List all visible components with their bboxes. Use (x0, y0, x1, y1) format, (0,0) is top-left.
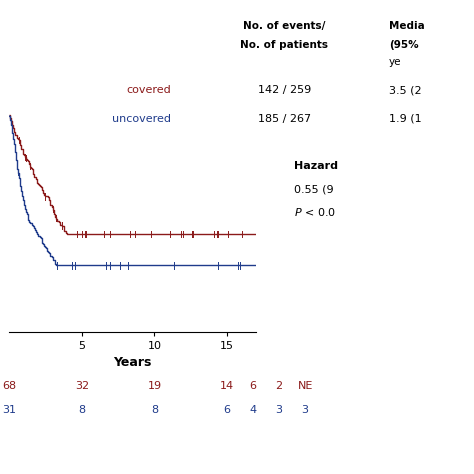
Text: 31: 31 (2, 405, 17, 415)
Text: 32: 32 (75, 381, 89, 392)
Text: 3: 3 (275, 405, 283, 415)
Text: $P$ < 0.0: $P$ < 0.0 (294, 206, 336, 218)
Text: uncovered: uncovered (112, 114, 171, 124)
Text: 185 / 267: 185 / 267 (258, 114, 311, 124)
Text: 0.55 (9: 0.55 (9 (294, 185, 334, 195)
Text: 3: 3 (301, 405, 309, 415)
Text: covered: covered (126, 85, 171, 95)
Text: 6: 6 (249, 381, 256, 392)
Text: Hazard: Hazard (294, 161, 338, 171)
Text: 4: 4 (249, 405, 256, 415)
Text: 6: 6 (223, 405, 230, 415)
Text: Media: Media (389, 21, 424, 31)
Text: 68: 68 (2, 381, 17, 392)
Text: 1.9 (1: 1.9 (1 (389, 114, 421, 124)
Text: 14: 14 (220, 381, 234, 392)
Text: 19: 19 (147, 381, 162, 392)
Text: 3.5 (2: 3.5 (2 (389, 85, 421, 95)
Text: 142 / 259: 142 / 259 (258, 85, 311, 95)
Text: No. of patients: No. of patients (240, 40, 328, 50)
Text: No. of events/: No. of events/ (243, 21, 326, 31)
Text: 8: 8 (151, 405, 158, 415)
Text: ye: ye (389, 57, 401, 67)
Text: 8: 8 (78, 405, 85, 415)
Text: (95%: (95% (389, 40, 418, 50)
X-axis label: Years: Years (114, 356, 152, 369)
Text: 2: 2 (275, 381, 283, 392)
Text: NE: NE (298, 381, 313, 392)
